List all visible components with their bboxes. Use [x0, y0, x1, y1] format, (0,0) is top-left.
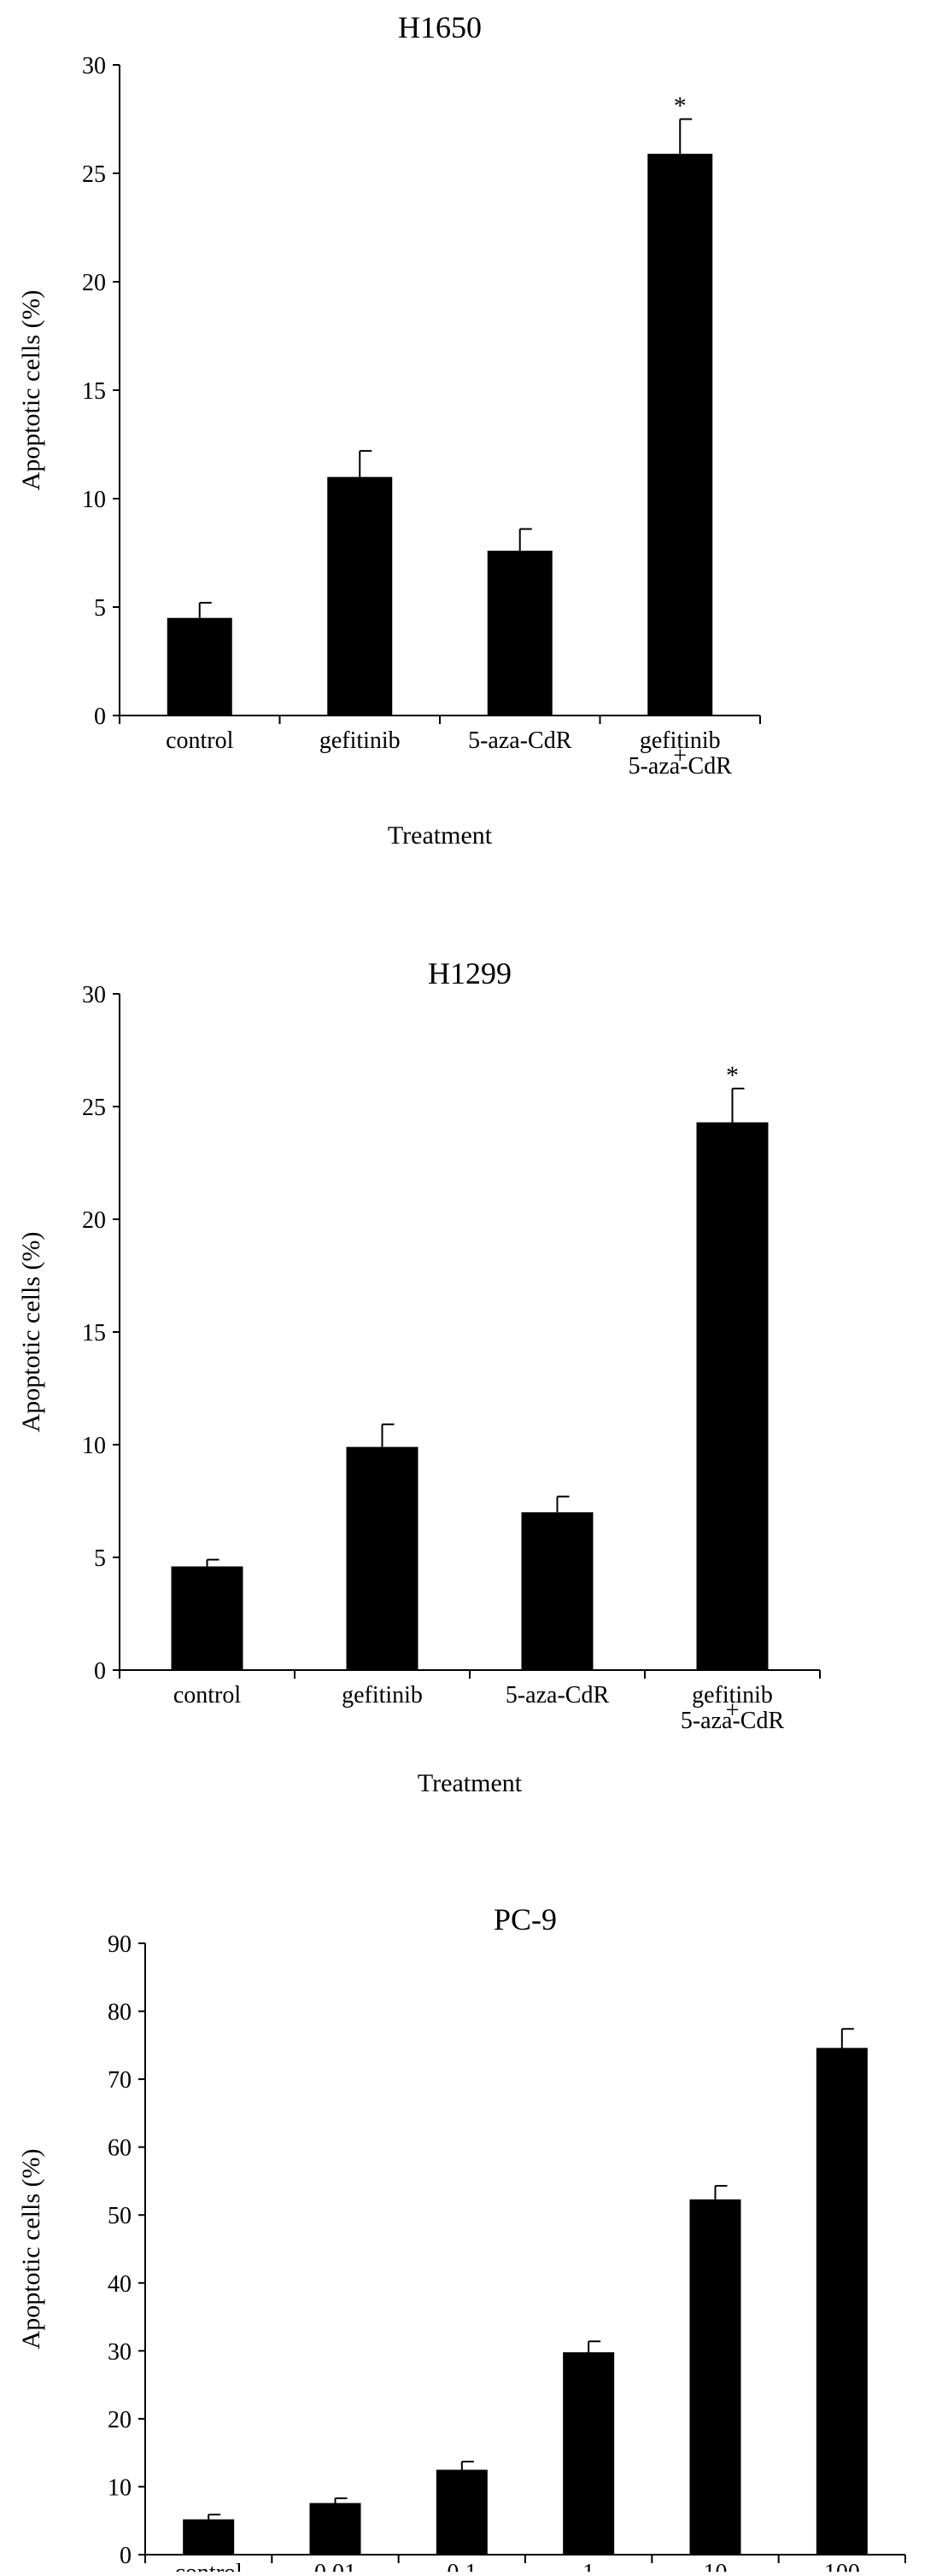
y-tick-label: 10 [82, 1433, 106, 1459]
bar [183, 2519, 235, 2555]
x-tick-label: 0.1 [447, 2560, 477, 2572]
significance-marker: * [726, 1061, 739, 1089]
y-tick-label: 30 [82, 53, 106, 79]
y-tick-label: 0 [120, 2543, 132, 2569]
bar [521, 1512, 594, 1670]
x-tick-label: + [726, 1697, 740, 1724]
bar [647, 154, 713, 716]
significance-marker: * [674, 92, 687, 120]
x-tick-label: 10 [704, 2560, 728, 2572]
y-axis-label: Apoptotic cells (%) [17, 1232, 45, 1433]
x-tick-label: gefitinib [692, 1682, 773, 1709]
y-tick-label: 80 [108, 2000, 132, 2026]
bar [171, 1566, 243, 1670]
x-tick-label: gefitinib [319, 727, 401, 754]
x-axis-label: Treatment [388, 821, 493, 850]
y-tick-label: 60 [108, 2135, 132, 2162]
x-tick-label: gefitinib [342, 1682, 423, 1709]
chart-h1650: H1650 0 5 10 15 20 25 30 Apoptotic cells (%) Trea… [0, 0, 948, 862]
y-tick-label: 5 [94, 1545, 106, 1572]
x-tick-label: 5-aza-CdR [681, 1708, 785, 1734]
chart-pc9: PC-9 0 10 20 30 40 50 60 70 80 90 Apoptotic cells (… [0, 1878, 948, 2576]
x-tick-label: + [673, 743, 687, 769]
chart-h1650-svg: H1650 0 5 10 15 20 25 30 Apoptotic cells (%) Trea… [17, 10, 761, 850]
x-tick-label: 5-aza-CdR [506, 1682, 610, 1709]
bar [309, 2503, 361, 2555]
x-tick-label: 1 [582, 2560, 594, 2572]
bar [346, 1446, 418, 1670]
y-tick-label: 25 [82, 161, 106, 188]
y-tick-label: 50 [108, 2203, 132, 2229]
x-axis-label: Treatment [418, 1769, 523, 1797]
y-axis-label: Apoptotic cells (%) [17, 2149, 45, 2350]
y-tick-label: 20 [82, 1207, 106, 1234]
x-tick-label: 0.01 [314, 2560, 356, 2572]
chart-h1299-svg: H1299 0 5 10 15 20 25 30 Apoptotic cells (%) Trea… [17, 956, 821, 1797]
y-axis-label: Apoptotic cells (%) [17, 290, 45, 491]
bar [327, 476, 393, 716]
x-tick-label: control [166, 727, 234, 754]
bar [696, 1122, 769, 1670]
y-tick-label: 0 [94, 1658, 106, 1685]
x-tick-label: gefitinib [640, 727, 721, 754]
x-tick-label: 5-aza-CdR [629, 753, 733, 780]
bar [563, 2351, 615, 2555]
x-tick-label: control [175, 2560, 243, 2572]
y-tick-label: 20 [108, 2407, 132, 2433]
y-tick-label: 5 [94, 595, 106, 622]
y-tick-label: 20 [82, 270, 106, 296]
x-tick-label: control [173, 1682, 242, 1709]
chart-title: H1650 [398, 10, 482, 44]
bar [816, 2047, 868, 2555]
y-tick-label: 30 [82, 982, 106, 1008]
y-tick-label: 70 [108, 2067, 132, 2094]
bar [689, 2199, 741, 2555]
y-tick-label: 25 [82, 1095, 106, 1121]
y-tick-label: 0 [94, 704, 106, 730]
chart-title: PC-9 [494, 1902, 557, 1936]
bar [167, 617, 232, 716]
chart-pc9-svg: PC-9 0 10 20 30 40 50 60 70 80 90 Apoptotic cells (… [17, 1902, 906, 2576]
x-tick-label: 100 [824, 2560, 860, 2572]
y-tick-label: 15 [82, 1320, 106, 1346]
x-tick-label: 5-aza-CdR [468, 727, 572, 754]
chart-title: H1299 [428, 956, 512, 990]
y-tick-label: 30 [108, 2339, 132, 2365]
y-tick-label: 40 [108, 2271, 132, 2298]
chart-h1299: H1299 0 5 10 15 20 25 30 Apoptotic cells (%) Trea… [0, 939, 948, 1802]
y-tick-label: 90 [108, 1931, 132, 1958]
bar [487, 550, 553, 716]
bar [436, 2469, 488, 2555]
y-tick-label: 15 [82, 378, 106, 405]
y-tick-label: 10 [82, 487, 106, 513]
y-tick-label: 10 [108, 2474, 132, 2501]
